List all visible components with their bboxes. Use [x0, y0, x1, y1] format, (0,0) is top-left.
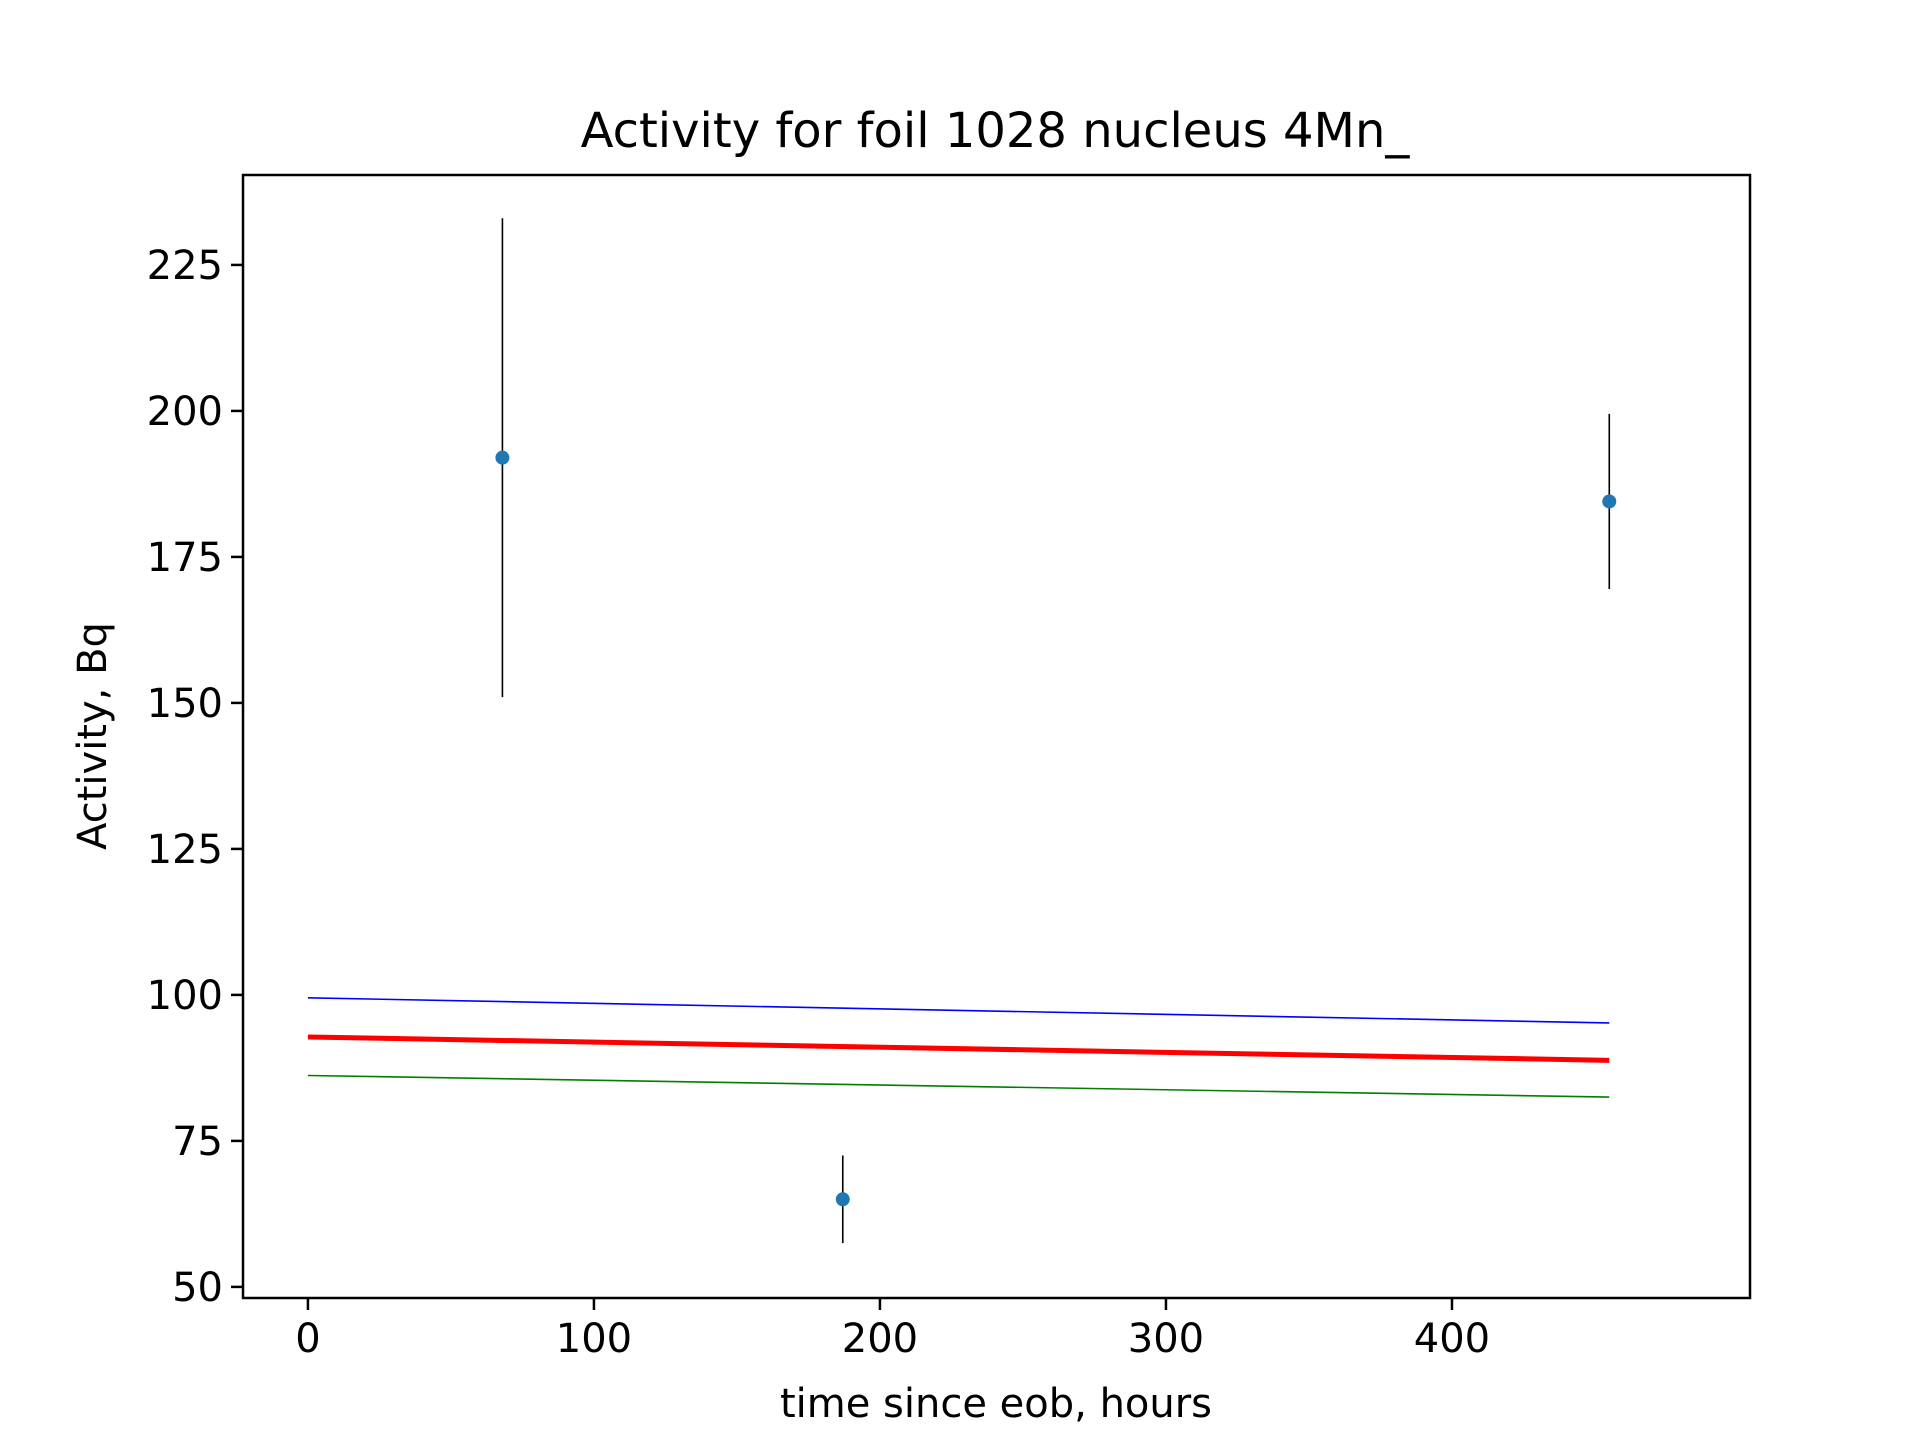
y-tick-label: 200 [147, 389, 223, 435]
data-point-1 [835, 1192, 850, 1207]
x-tick-label: 200 [842, 1316, 918, 1362]
x-tick-label: 300 [1128, 1316, 1204, 1362]
y-tick-label: 50 [172, 1265, 223, 1311]
chart-title: Activity for foil 1028 nucleus 4Mn_ [581, 103, 1411, 159]
y-axis-label: Activity, Bq [70, 622, 116, 850]
plot-frame [241, 173, 1752, 1300]
y-tick-label: 175 [147, 535, 223, 581]
y-tick-label: 150 [147, 681, 223, 727]
y-tick-label: 100 [147, 973, 223, 1019]
data-point-2 [1602, 494, 1617, 509]
x-axis-label: time since eob, hours [780, 1381, 1212, 1427]
fit-line-2 [307, 1074, 1610, 1098]
x-axis-ticks: 0 100 200 300 400 [295, 1298, 1490, 1362]
fit-line-0 [307, 997, 1610, 1024]
data-point-0 [495, 450, 510, 465]
x-tick-label: 0 [295, 1316, 320, 1362]
x-tick-label: 100 [556, 1316, 632, 1362]
plot-content [307, 218, 1617, 1244]
y-tick-label: 225 [147, 243, 223, 289]
y-tick-label: 75 [172, 1119, 223, 1165]
fit-line-1 [307, 1034, 1610, 1063]
x-tick-label: 400 [1414, 1316, 1490, 1362]
y-tick-label: 125 [147, 827, 223, 873]
y-axis-ticks: 50 75 100 125 150 175 200 225 [147, 243, 243, 1311]
